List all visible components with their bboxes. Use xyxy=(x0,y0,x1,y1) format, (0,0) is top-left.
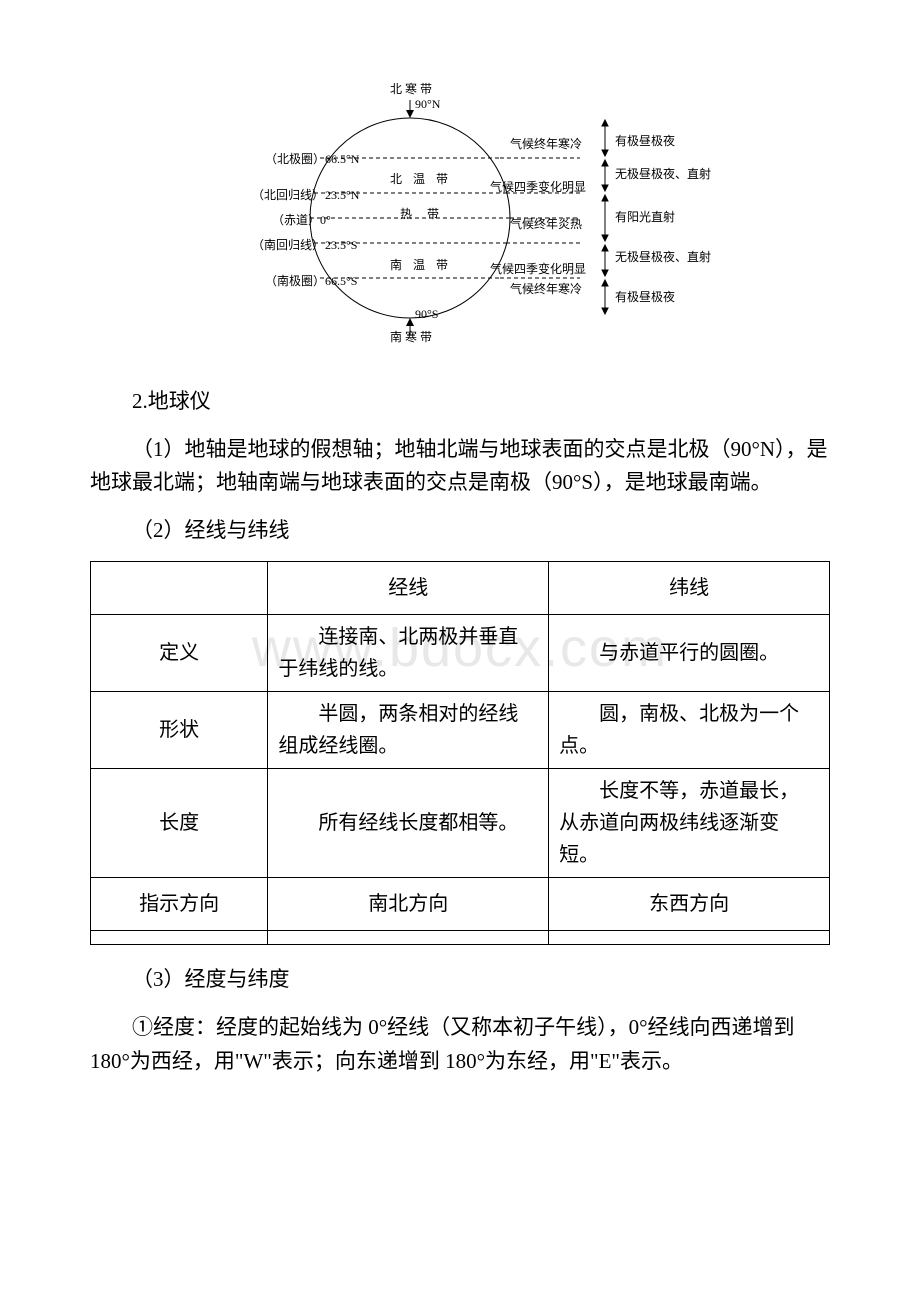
arctic-circle-name: （北极圈） xyxy=(265,150,325,169)
north-pole-deg: 90°N xyxy=(415,95,440,114)
tropic-capricorn-deg: 23.5°S xyxy=(325,236,357,255)
tropic-cancer-name: （北回归线） xyxy=(252,186,324,205)
table-row: 形状 半圆，两条相对的经线组成经线圈。 圆，南极、北极为一个点。 xyxy=(91,692,830,769)
cell-length-parallel: 长度不等，赤道最长，从赤道向两极纬线逐渐变短。 xyxy=(549,769,830,878)
torrid-zone: 热 带 xyxy=(400,205,445,224)
south-temperate: 南 温 带 xyxy=(390,256,452,275)
climate-4: 气候四季变化明显 xyxy=(490,260,586,279)
sun-3: 有阳光直射 xyxy=(615,208,675,227)
section-2-title: 2.地球仪 xyxy=(90,385,830,419)
climate-2: 气候四季变化明显 xyxy=(490,178,586,197)
arctic-circle-deg: 66.5°N xyxy=(325,150,359,169)
th-blank xyxy=(91,562,268,615)
table-row: 长度 所有经线长度都相等。 长度不等，赤道最长，从赤道向两极纬线逐渐变短。 xyxy=(91,769,830,878)
north-temperate: 北 温 带 xyxy=(390,170,452,189)
cell-shape-meridian: 半圆，两条相对的经线组成经线圈。 xyxy=(268,692,549,769)
equator-deg: 0° xyxy=(320,211,331,230)
th-parallel: 纬线 xyxy=(549,562,830,615)
tropic-capricorn-name: （南回归线） xyxy=(252,236,324,255)
row-label-direction: 指示方向 xyxy=(91,878,268,931)
row-label-definition: 定义 xyxy=(91,615,268,692)
cell-def-parallel: 与赤道平行的圆圈。 xyxy=(549,615,830,692)
climate-1: 气候终年寒冷 xyxy=(510,135,582,154)
equator-name: （赤道） xyxy=(272,211,320,230)
cell-dir-meridian: 南北方向 xyxy=(268,878,549,931)
paragraph-1: （1）地轴是地球的假想轴；地轴北端与地球表面的交点是北极（90°N），是地球最北… xyxy=(90,433,830,500)
climate-zone-diagram: 北 寒 带 90°N （北极圈） 66.5°N 气候终年寒冷 有极昼极夜 北 温… xyxy=(210,80,710,345)
antarctic-circle-name: （南极圈） xyxy=(265,272,325,291)
paragraph-2: （2）经线与纬线 xyxy=(90,514,830,548)
antarctic-circle-deg: 66.5°S xyxy=(325,272,357,291)
table-header-row: 经线 纬线 xyxy=(91,562,830,615)
table-empty-row xyxy=(91,931,830,945)
south-pole-deg: 90°S xyxy=(415,305,438,324)
sun-1: 有极昼极夜 xyxy=(615,132,675,151)
cell-dir-parallel: 东西方向 xyxy=(549,878,830,931)
cell-def-meridian: 连接南、北两极并垂直于纬线的线。 xyxy=(268,615,549,692)
cell-shape-parallel: 圆，南极、北极为一个点。 xyxy=(549,692,830,769)
climate-3: 气候终年炎热 xyxy=(510,215,582,234)
table-row: 定义 连接南、北两极并垂直于纬线的线。 与赤道平行的圆圈。 xyxy=(91,615,830,692)
diagram-bottom-label: 南 寒 带 xyxy=(390,328,432,347)
row-label-length: 长度 xyxy=(91,769,268,878)
row-label-shape: 形状 xyxy=(91,692,268,769)
sun-2: 无极昼极夜、直射 xyxy=(615,165,711,184)
cell-length-meridian: 所有经线长度都相等。 xyxy=(268,769,549,878)
paragraph-4-text: 经度：经度的起始线为 0°经线（又称本初子午线），0°经线向西递增到 180°为… xyxy=(90,1015,795,1073)
sun-5: 有极昼极夜 xyxy=(615,288,675,307)
paragraph-3: （3）经度与纬度 xyxy=(90,963,830,997)
sun-4: 无极昼极夜、直射 xyxy=(615,248,711,267)
paragraph-4: ①经度：经度的起始线为 0°经线（又称本初子午线），0°经线向西递增到 180°… xyxy=(90,1011,830,1078)
table-row: 指示方向 南北方向 东西方向 xyxy=(91,878,830,931)
circled-1: ① xyxy=(132,1015,153,1039)
th-meridian: 经线 xyxy=(268,562,549,615)
climate-5: 气候终年寒冷 xyxy=(510,280,582,299)
meridian-parallel-table: 经线 纬线 定义 连接南、北两极并垂直于纬线的线。 与赤道平行的圆圈。 形状 半… xyxy=(90,561,830,945)
tropic-cancer-deg: 23.5°N xyxy=(325,186,359,205)
